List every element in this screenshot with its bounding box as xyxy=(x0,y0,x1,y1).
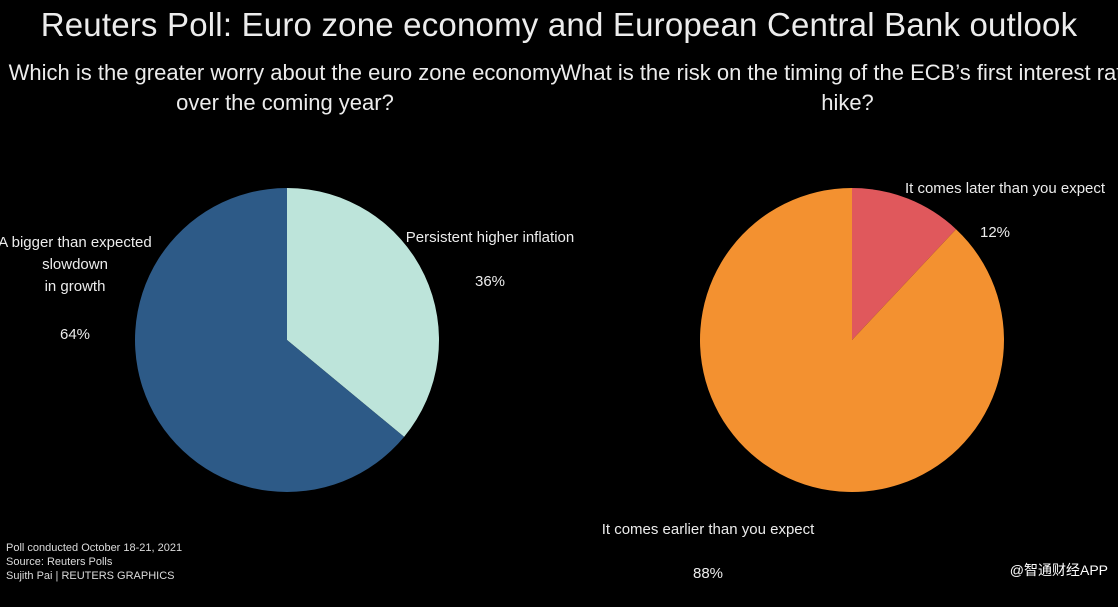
pie1-slice-slowdown xyxy=(135,188,405,492)
pie2-label-later: It comes later than you expect 12% xyxy=(880,156,1118,266)
pie2-slice-later xyxy=(852,188,957,340)
pie1-label-slowdown-text: A bigger than expected slowdown in growt… xyxy=(0,234,152,295)
pie2-label-later-value: 12% xyxy=(979,224,1011,241)
pie2-label-earlier-text: It comes earlier than you expect xyxy=(601,521,815,538)
main-title: Reuters Poll: Euro zone economy and Euro… xyxy=(40,6,1078,43)
pie1-label-slowdown: A bigger than expected slowdown in growt… xyxy=(0,210,178,368)
chart1-title: Which is the greater worry about the eur… xyxy=(8,60,562,115)
pie1-label-inflation-text: Persistent higher inflation xyxy=(405,229,575,246)
pie1-label-inflation: Persistent higher inflation 36% xyxy=(380,205,600,315)
footer-notes: Poll conducted October 18-21, 2021 Sourc… xyxy=(6,541,182,583)
chart2-title: What is the risk on the timing of the EC… xyxy=(560,60,1118,115)
watermark: @智通财经APP xyxy=(1009,562,1108,578)
footer-source: Source: Reuters Polls xyxy=(6,556,113,568)
pie2-label-earlier: It comes earlier than you expect 88% xyxy=(568,497,848,607)
footer-poll-dates: Poll conducted October 18-21, 2021 xyxy=(6,542,183,554)
pie1-label-slowdown-value: 64% xyxy=(59,326,91,343)
pie1-label-inflation-value: 36% xyxy=(474,273,506,290)
pie2-slice-earlier xyxy=(699,188,1004,493)
pie-charts xyxy=(135,188,1004,493)
pie2-label-later-text: It comes later than you expect xyxy=(904,180,1106,197)
pie1-slice-inflation xyxy=(287,188,440,437)
pie2-label-earlier-value: 88% xyxy=(692,565,724,582)
footer-credit: Sujith Pai | REUTERS GRAPHICS xyxy=(6,570,175,582)
